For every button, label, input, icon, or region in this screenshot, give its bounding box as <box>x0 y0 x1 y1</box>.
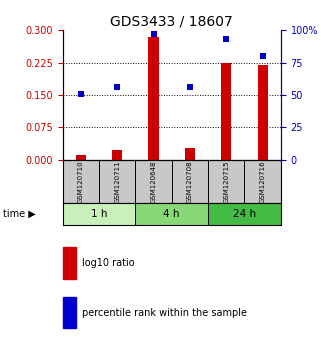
Text: log10 ratio: log10 ratio <box>82 258 134 268</box>
Point <box>151 31 156 37</box>
Text: 4 h: 4 h <box>163 209 180 219</box>
Point <box>78 91 83 97</box>
Text: GSM120708: GSM120708 <box>187 160 193 203</box>
Bar <box>185 148 195 160</box>
Bar <box>63 247 76 279</box>
Bar <box>221 63 231 160</box>
Bar <box>208 160 245 203</box>
Text: time ▶: time ▶ <box>3 209 36 219</box>
Text: GSM120715: GSM120715 <box>223 160 229 203</box>
Point <box>115 84 120 90</box>
Bar <box>63 203 135 225</box>
Bar <box>63 160 99 203</box>
Bar <box>208 203 281 225</box>
Bar <box>112 150 122 160</box>
Bar <box>76 155 86 160</box>
Text: percentile rank within the sample: percentile rank within the sample <box>82 308 247 318</box>
Text: GSM120648: GSM120648 <box>151 160 157 203</box>
Text: GSM120716: GSM120716 <box>260 160 266 203</box>
Bar <box>148 36 159 160</box>
Bar <box>99 160 135 203</box>
Text: GSM120710: GSM120710 <box>78 160 84 203</box>
Bar <box>63 297 76 329</box>
Bar <box>135 160 172 203</box>
Bar <box>135 203 208 225</box>
Bar <box>172 160 208 203</box>
Text: GSM120711: GSM120711 <box>114 160 120 203</box>
Point <box>224 36 229 42</box>
Text: 1 h: 1 h <box>91 209 107 219</box>
Bar <box>257 65 268 160</box>
Text: 24 h: 24 h <box>233 209 256 219</box>
Title: GDS3433 / 18607: GDS3433 / 18607 <box>110 15 233 29</box>
Point <box>187 84 193 90</box>
Bar <box>245 160 281 203</box>
Point <box>260 53 265 59</box>
